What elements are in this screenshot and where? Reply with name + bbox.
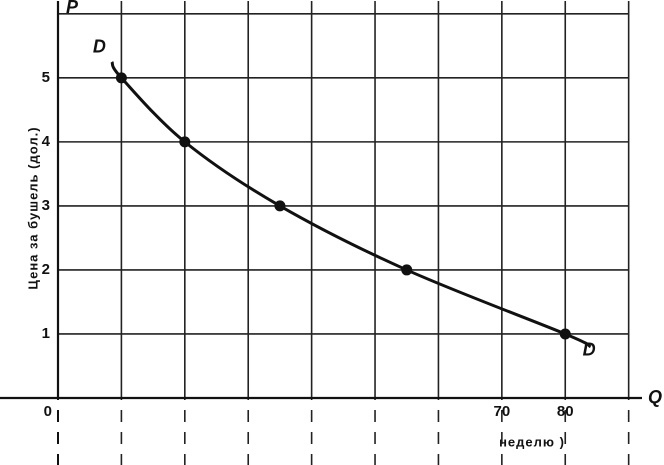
data-point — [115, 72, 127, 84]
y-tick-label: 3 — [42, 197, 50, 214]
data-point — [401, 264, 413, 276]
data-point — [179, 136, 191, 148]
x-tick-label: 0 — [44, 403, 52, 420]
x-tick-label: 70 — [494, 403, 511, 420]
data-point — [559, 328, 571, 340]
x-axis-label: неделю ) — [499, 434, 565, 449]
y-tick-label: 4 — [42, 133, 51, 150]
curve-label: D — [583, 340, 596, 360]
x-axis-letter: Q — [648, 387, 662, 407]
x-tick-label: 80 — [557, 403, 574, 420]
y-axis-letter: P — [66, 0, 79, 17]
y-tick-label: 1 — [42, 325, 50, 342]
data-point — [274, 200, 286, 212]
y-axis-label: Цена за бушель (дол.) — [25, 126, 40, 289]
demand-curve — [110, 61, 592, 349]
y-tick-label: 5 — [42, 69, 50, 86]
curve-label: D — [93, 37, 106, 57]
y-tick-label: 2 — [42, 261, 50, 278]
